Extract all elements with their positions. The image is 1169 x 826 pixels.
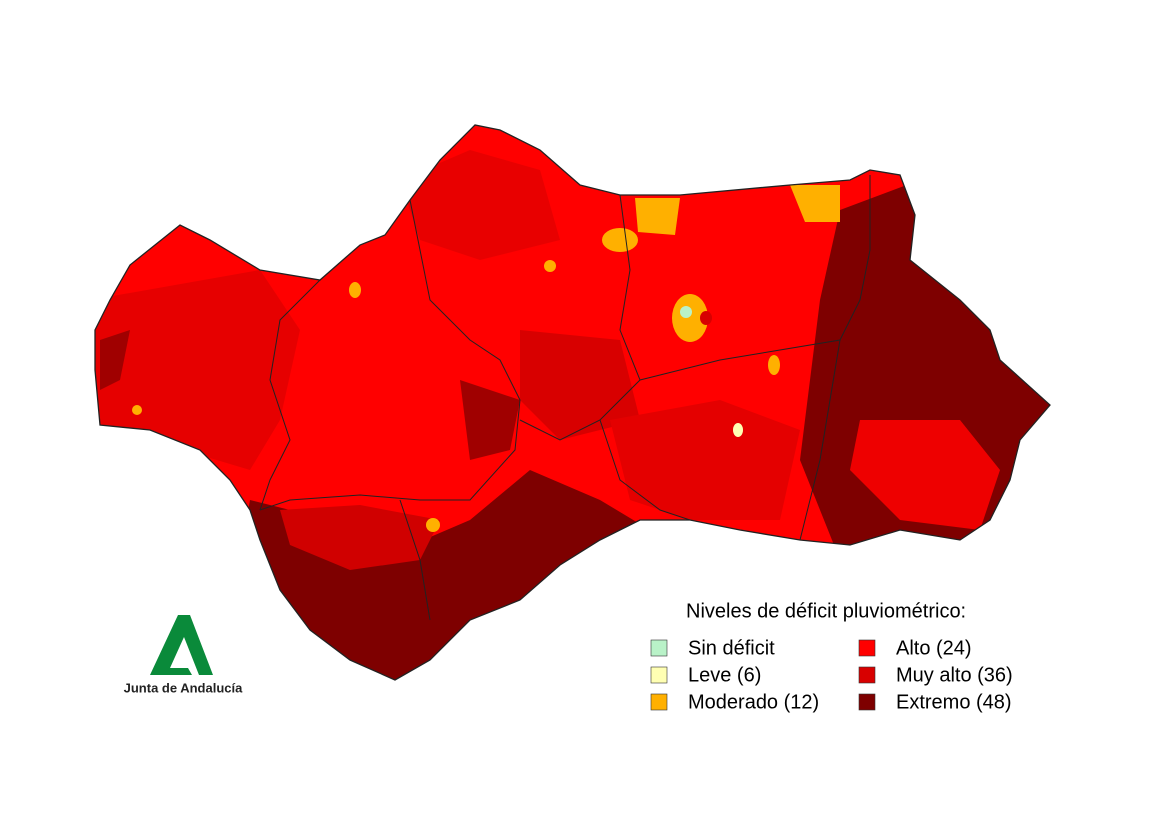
- spot: [733, 423, 743, 437]
- legend-label: Muy alto (36): [896, 664, 1013, 686]
- legend-label: Extremo (48): [896, 691, 1012, 713]
- legend-label: Moderado (12): [688, 691, 819, 713]
- spot: [349, 282, 361, 298]
- legend-label: Alto (24): [896, 637, 972, 659]
- legend-swatch: [858, 693, 876, 711]
- legend-label: Leve (6): [688, 664, 761, 686]
- logo: Junta de Andalucía: [124, 615, 243, 695]
- spot: [672, 294, 708, 342]
- spot: [602, 228, 638, 252]
- legend-swatch: [858, 639, 876, 657]
- spot: [700, 311, 712, 325]
- province-borders: [94, 124, 1051, 681]
- spot: [768, 355, 780, 375]
- spot: [544, 260, 556, 272]
- logo-mark: [150, 615, 213, 675]
- area: [610, 400, 800, 520]
- area: [280, 505, 440, 570]
- legend-label: Sin déficit: [688, 637, 775, 659]
- spot: [635, 198, 680, 235]
- legend-swatch: [650, 639, 668, 657]
- legend: Niveles de déficit pluviométrico: Sin dé…: [650, 600, 1013, 713]
- logo-text: Junta de Andalucía: [124, 680, 243, 695]
- area: [520, 330, 640, 440]
- spot: [790, 185, 840, 222]
- area: [460, 380, 520, 460]
- legend-title: Niveles de déficit pluviométrico:: [686, 600, 966, 622]
- area: [100, 330, 130, 390]
- area: [400, 150, 560, 260]
- legend-swatch: [650, 693, 668, 711]
- legend-swatch: [858, 666, 876, 684]
- area: [95, 270, 300, 470]
- area: [850, 420, 1000, 530]
- spot: [132, 405, 142, 415]
- spot: [680, 306, 692, 318]
- spot: [426, 518, 440, 532]
- legend-swatch: [650, 666, 668, 684]
